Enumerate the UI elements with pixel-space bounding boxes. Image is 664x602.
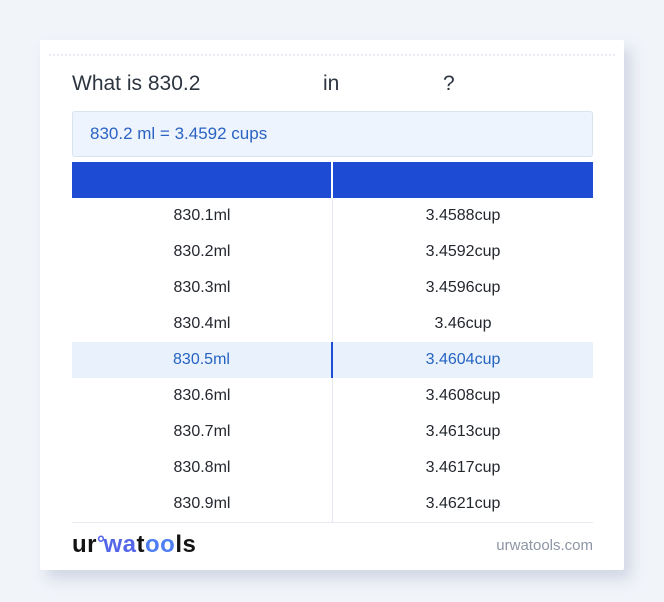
table-row[interactable]: 830.7ml 3.4613cup (72, 414, 593, 450)
cup-cell: 3.4613cup (425, 423, 501, 440)
cup-cell: 3.4596cup (425, 279, 501, 296)
table-row[interactable]: 830.3ml 3.4596cup (72, 270, 593, 306)
ml-cell: 830.9ml (72, 486, 333, 522)
table-header-cup (333, 162, 593, 198)
page-title: What is 830.2 in ? (72, 72, 593, 100)
ml-cell: 830.2ml (72, 234, 333, 270)
urwatools-logo[interactable]: ur°watools (72, 531, 196, 559)
question-mark: ? (443, 72, 455, 95)
question-prefix: What is 830.2 (72, 72, 201, 95)
cup-cell: 3.4588cup (425, 207, 501, 224)
cup-cell: 3.4604cup (425, 351, 501, 368)
cup-cell: 3.4617cup (425, 459, 501, 476)
ml-cell: 830.7ml (72, 414, 333, 450)
converter-card: What is 830.2 in ? 830.2 ml = 3.4592 cup… (40, 40, 624, 570)
question-connector: in (323, 72, 340, 95)
footer: ur°watools urwatools.com (72, 528, 593, 562)
cup-cell: 3.4621cup (425, 495, 501, 512)
ml-cell: 830.3ml (72, 270, 333, 306)
conversion-result-text: 830.2 ml = 3.4592 cups (90, 124, 268, 143)
logo-part-ls: ls (175, 531, 197, 558)
cup-cell: 3.46cup (434, 315, 492, 332)
conversion-result-box: 830.2 ml = 3.4592 cups (72, 111, 593, 157)
logo-part-wa: wa (103, 531, 137, 558)
logo-degree-icon: ° (97, 533, 106, 555)
ml-cell: 830.4ml (72, 306, 333, 342)
logo-part-t: t (136, 531, 146, 558)
table-row[interactable]: 830.5ml 3.4604cup (72, 342, 593, 378)
table-body: 830.1ml 3.4588cup 830.2ml 3.4592cup 830.3ml 3… (72, 198, 593, 522)
logo-part-oo: oo (145, 531, 176, 558)
table-header-ml (72, 162, 333, 198)
ml-cell: 830.6ml (72, 378, 333, 414)
table-row[interactable]: 830.6ml 3.4608cup (72, 378, 593, 414)
top-dotted-divider (49, 54, 615, 56)
cup-cell: 3.4608cup (425, 387, 501, 404)
table-row[interactable]: 830.2ml 3.4592cup (72, 234, 593, 270)
table-row[interactable]: 830.4ml 3.46cup (72, 306, 593, 342)
cup-cell: 3.4592cup (425, 243, 501, 260)
table-row[interactable]: 830.9ml 3.4621cup (72, 486, 593, 522)
table-row[interactable]: 830.1ml 3.4588cup (72, 198, 593, 234)
table-row[interactable]: 830.8ml 3.4617cup (72, 450, 593, 486)
site-url: urwatools.com (496, 536, 593, 554)
ml-cell: 830.1ml (72, 198, 333, 234)
ml-cell: 830.5ml (72, 342, 333, 378)
ml-cell: 830.8ml (72, 450, 333, 486)
table-header (72, 162, 593, 198)
conversion-table: 830.1ml 3.4588cup 830.2ml 3.4592cup 830.3ml 3… (72, 162, 593, 523)
logo-part-ur: ur (72, 531, 97, 558)
